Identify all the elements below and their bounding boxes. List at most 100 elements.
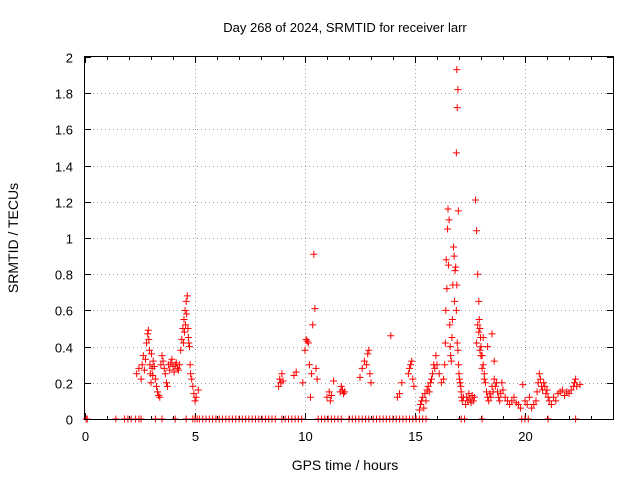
data-point: [309, 321, 317, 329]
data-point: [305, 361, 313, 369]
data-point: [454, 207, 462, 215]
data-point: [488, 330, 496, 338]
data-point: [429, 370, 437, 378]
data-point: [523, 401, 531, 409]
data-point: [453, 339, 461, 347]
data-point: [299, 379, 307, 387]
data-point: [292, 368, 300, 376]
data-point: [474, 270, 482, 278]
y-axis-label: SRMTID / TECUs: [5, 183, 21, 293]
data-point: [425, 388, 433, 396]
data-point: [469, 397, 477, 405]
data-point: [441, 361, 449, 369]
y-tick-label: 1.8: [55, 87, 73, 102]
data-point: [186, 361, 194, 369]
data-point: [304, 339, 312, 347]
data-point: [149, 372, 157, 380]
data-point: [155, 391, 163, 399]
data-point: [484, 343, 492, 351]
data-point: [542, 390, 550, 398]
data-point: [444, 225, 452, 233]
data-point: [161, 370, 169, 378]
data-point: [159, 357, 167, 365]
data-point: [308, 370, 316, 378]
data-point: [144, 330, 152, 338]
data-point: [182, 297, 190, 305]
data-point: [146, 361, 154, 369]
data-point: [180, 315, 188, 323]
data-point: [337, 382, 345, 390]
data-point: [149, 357, 157, 365]
x-tick-label: 20: [518, 429, 532, 444]
data-point: [307, 393, 314, 401]
data-point: [278, 370, 286, 378]
data-point: [396, 390, 404, 398]
data-point: [535, 370, 543, 378]
data-point: [494, 388, 501, 396]
data-point: [475, 315, 483, 323]
data-point: [189, 382, 197, 390]
data-point: [356, 373, 364, 381]
data-point: [140, 366, 148, 374]
data-point: [473, 227, 481, 235]
data-point: [421, 390, 429, 398]
data-point: [452, 263, 460, 271]
data-point: [451, 267, 459, 275]
data-point: [454, 86, 462, 94]
data-point: [477, 343, 485, 351]
data-point: [565, 390, 573, 398]
data-point: [393, 393, 401, 401]
data-point: [190, 390, 198, 398]
data-point: [477, 352, 485, 360]
data-point: [144, 326, 152, 334]
data-point: [540, 379, 548, 387]
data-point: [483, 388, 490, 396]
data-point: [498, 379, 506, 387]
data-point: [550, 393, 558, 401]
data-point: [154, 388, 162, 396]
data-point: [558, 386, 566, 394]
data-point: [151, 375, 159, 383]
data-point: [183, 310, 191, 318]
y-tick-label: 0.2: [55, 377, 73, 392]
data-point: [135, 364, 143, 372]
y-tick-label: 2: [66, 51, 73, 66]
data-point: [408, 357, 416, 365]
data-point: [422, 397, 430, 405]
data-point: [442, 256, 450, 264]
data-point: [473, 339, 481, 347]
data-point: [545, 397, 553, 405]
data-point: [453, 66, 461, 74]
data-point: [323, 393, 331, 401]
data-point: [567, 386, 575, 394]
data-point: [145, 335, 153, 343]
data-point: [341, 388, 349, 396]
data-point: [510, 393, 518, 401]
data-point: [495, 393, 503, 401]
data-point: [519, 381, 527, 389]
data-point: [415, 406, 423, 414]
y-tick-label: 0.8: [55, 268, 73, 283]
data-point: [552, 397, 560, 405]
y-tick-label: 0.6: [55, 304, 73, 319]
data-point: [185, 339, 193, 347]
data-point: [409, 375, 417, 383]
data-point: [139, 352, 147, 360]
data-point: [528, 404, 536, 412]
data-point: [426, 379, 434, 387]
data-point: [363, 361, 371, 369]
data-point: [276, 375, 284, 383]
data-point: [476, 325, 484, 332]
data-point: [532, 397, 540, 405]
data-point: [364, 350, 372, 358]
data-point: [474, 321, 482, 329]
data-point: [173, 364, 181, 372]
data-point: [440, 375, 448, 383]
data-point: [476, 346, 484, 354]
data-point: [437, 379, 445, 387]
x-axis-label: GPS time / hours: [292, 457, 399, 473]
data-point: [470, 393, 478, 401]
data-points: [82, 66, 584, 423]
data-point: [330, 377, 338, 385]
